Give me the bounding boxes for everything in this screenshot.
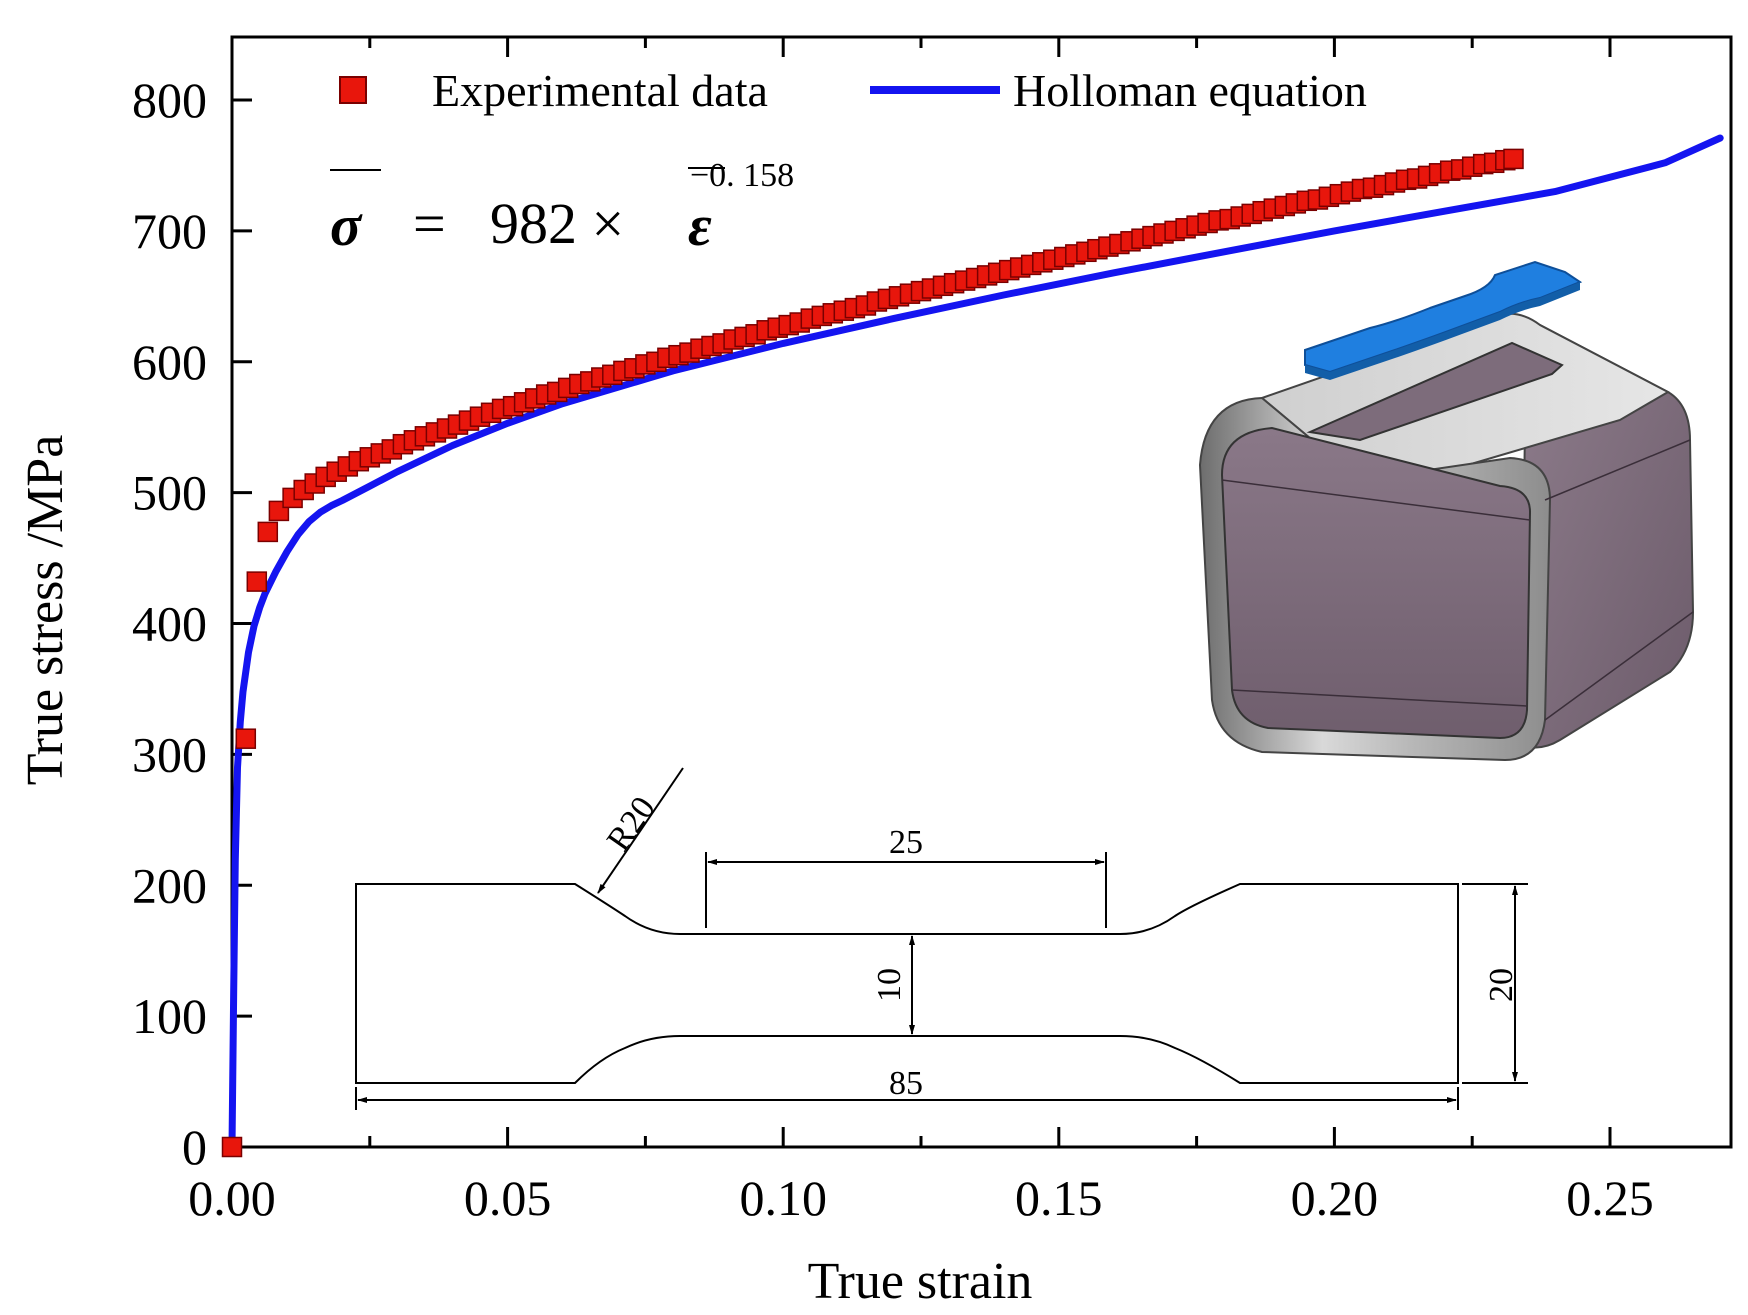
dim-label-25: 25 [889, 824, 923, 861]
specimen-outline [355, 883, 1459, 1084]
tube-side-edge-1 [1544, 439, 1691, 501]
experimental-point [221, 1136, 243, 1158]
equation-sigma: σ [330, 193, 363, 258]
holloman-line [228, 134, 1724, 1151]
x-tick-label: 0.15 [1015, 1170, 1103, 1226]
y-axis: 0 100 200 300 400 500 600 700 800 [132, 72, 252, 1175]
x-axis: 0.00 0.05 0.10 0.15 0.20 0.25 [188, 37, 1654, 1226]
equation-coefficient: 982 × [490, 191, 624, 256]
y-tick-label: 700 [132, 203, 207, 259]
experimental-point [246, 571, 268, 592]
x-tick-label: 0.25 [1566, 1170, 1654, 1226]
y-axis-title: True stress /MPa [17, 435, 74, 786]
y-tick-label: 200 [132, 857, 207, 913]
y-tick-label: 400 [132, 596, 207, 652]
dim-label-20: 20 [1483, 968, 1520, 1002]
equation-exponent: −0. 158 [690, 157, 794, 194]
specimen-drawing [355, 767, 1528, 1110]
y-tick-label: 600 [132, 334, 207, 390]
y-tick-label: 300 [132, 726, 207, 782]
x-tick-label: 0.20 [1291, 1170, 1379, 1226]
y-tick-label: 0 [182, 1119, 207, 1175]
equation-epsilon: ε [688, 193, 712, 258]
tube-side-edge-2 [1544, 611, 1694, 721]
experimental-point [257, 521, 279, 543]
series-experimental [221, 148, 1524, 1158]
plot-frame [230, 35, 1733, 1149]
dim-label-10: 10 [871, 968, 908, 1002]
series-holloman [228, 134, 1724, 1151]
equation: σ = 982 × ε −0. 158 [330, 157, 794, 258]
legend-marker-experimental [339, 76, 367, 104]
y-tick-label: 100 [132, 988, 207, 1044]
legend-label-holloman: Holloman equation [1013, 65, 1367, 116]
dim-label-85: 85 [889, 1065, 923, 1102]
dim-label-r20: R20 [600, 790, 663, 858]
legend-label-experimental: Experimental data [432, 65, 768, 116]
experimental-point [235, 728, 257, 749]
tube-inner-edge-1 [1221, 479, 1531, 521]
y-tick-label: 500 [132, 465, 207, 521]
x-tick-label: 0.10 [739, 1170, 827, 1226]
x-tick-label: 0.05 [464, 1170, 552, 1226]
tube-front-opening [1220, 426, 1532, 740]
tube-illustration [1198, 260, 1695, 762]
x-axis-title: True strain [808, 1253, 1033, 1310]
x-tick-label: 0.00 [188, 1170, 276, 1226]
equation-equals: = [413, 191, 446, 256]
legend: Experimental data Holloman equation [339, 65, 1367, 116]
r20-leader [597, 767, 684, 894]
experimental-point [1503, 148, 1524, 170]
tube-inner-edge-2 [1231, 689, 1528, 707]
y-tick-label: 800 [132, 72, 207, 128]
tube-window [1306, 341, 1564, 442]
